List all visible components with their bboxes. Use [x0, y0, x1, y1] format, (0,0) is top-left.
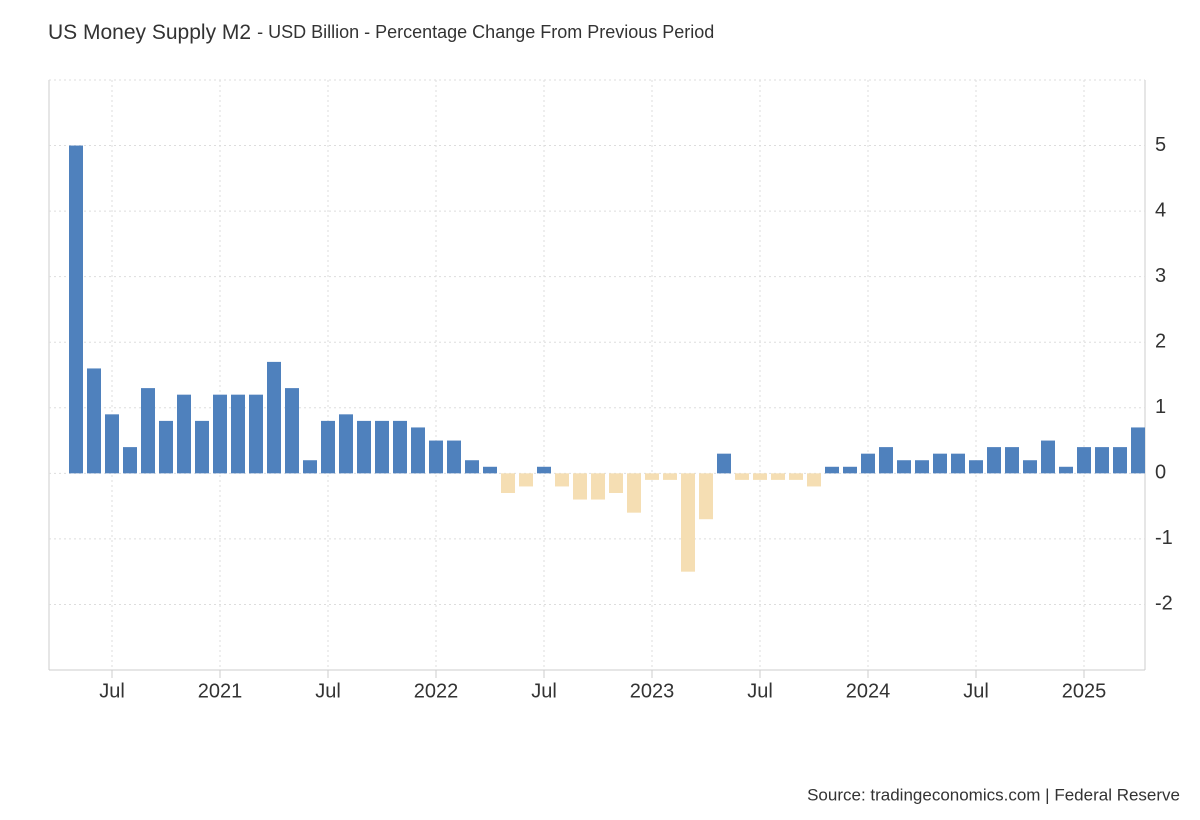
- bar: [465, 460, 479, 474]
- bar: [987, 447, 1001, 474]
- bar: [411, 427, 425, 474]
- x-tick-label: Jul: [963, 680, 989, 702]
- bar: [357, 420, 371, 474]
- bar: [267, 361, 281, 474]
- bar: [501, 473, 515, 493]
- bar: [699, 473, 713, 520]
- bar: [393, 420, 407, 474]
- x-tick-label: 2024: [846, 680, 891, 702]
- bar: [789, 473, 803, 480]
- bar: [1077, 447, 1091, 474]
- bar: [1005, 447, 1019, 474]
- subtitle: - USD Billion - Percentage Change From P…: [257, 22, 714, 42]
- title: US Money Supply M2: [48, 21, 251, 44]
- bar: [1113, 447, 1127, 474]
- bar: [807, 473, 821, 487]
- y-tick-label: 3: [1155, 265, 1166, 287]
- bar: [321, 420, 335, 474]
- bar: [285, 388, 299, 474]
- y-tick-label: -1: [1155, 527, 1173, 549]
- x-tick-label: Jul: [531, 680, 557, 702]
- bar: [681, 473, 695, 572]
- bar: [1023, 460, 1037, 474]
- bar: [375, 420, 389, 474]
- y-tick-label: 1: [1155, 396, 1166, 418]
- bar: [177, 394, 191, 474]
- bar: [771, 473, 785, 480]
- bar: [843, 466, 857, 474]
- bar: [105, 414, 119, 474]
- bar: [897, 460, 911, 474]
- chart-title: US Money Supply M2 - USD Billion - Percen…: [48, 21, 714, 44]
- bar: [645, 473, 659, 480]
- bar: [213, 394, 227, 474]
- x-tick-label: 2021: [198, 680, 243, 702]
- y-tick-label: 4: [1155, 199, 1166, 221]
- bar: [141, 388, 155, 474]
- bar: [483, 466, 497, 474]
- y-tick-label: 0: [1155, 462, 1166, 484]
- bar: [591, 473, 605, 500]
- bar: [519, 473, 533, 487]
- bar: [753, 473, 767, 480]
- bar: [951, 453, 965, 474]
- bar: [663, 473, 677, 480]
- x-tick-label: Jul: [99, 680, 125, 702]
- bar: [627, 473, 641, 513]
- bar: [69, 145, 83, 474]
- bar: [249, 394, 263, 474]
- x-tick-label: 2023: [630, 680, 675, 702]
- y-tick-label: -2: [1155, 593, 1173, 615]
- bar: [609, 473, 623, 493]
- x-tick-label: 2025: [1062, 680, 1107, 702]
- bar: [879, 447, 893, 474]
- bar: [717, 453, 731, 474]
- bar: [339, 414, 353, 474]
- source: Source: tradingeconomics.com | Federal R…: [807, 785, 1180, 804]
- bar: [1131, 427, 1145, 474]
- x-tick-label: Jul: [315, 680, 341, 702]
- bar: [1095, 447, 1109, 474]
- bar: [537, 466, 551, 474]
- x-tick-label: 2022: [414, 680, 459, 702]
- bar: [123, 447, 137, 474]
- bar: [825, 466, 839, 474]
- y-tick-label: 2: [1155, 331, 1166, 353]
- bar: [87, 368, 101, 474]
- bar: [573, 473, 587, 500]
- bar: [1059, 466, 1073, 474]
- bar: [933, 453, 947, 474]
- bar: [429, 440, 443, 474]
- x-tick-label: Jul: [747, 680, 773, 702]
- bar: [1041, 440, 1055, 474]
- bar: [735, 473, 749, 480]
- bar: [303, 460, 317, 474]
- bar: [159, 420, 173, 474]
- bar: [969, 460, 983, 474]
- y-tick-label: 5: [1155, 134, 1166, 156]
- bar: [447, 440, 461, 474]
- bar: [195, 420, 209, 474]
- bar: [231, 394, 245, 474]
- bar: [915, 460, 929, 474]
- bar: [555, 473, 569, 487]
- bar: [861, 453, 875, 474]
